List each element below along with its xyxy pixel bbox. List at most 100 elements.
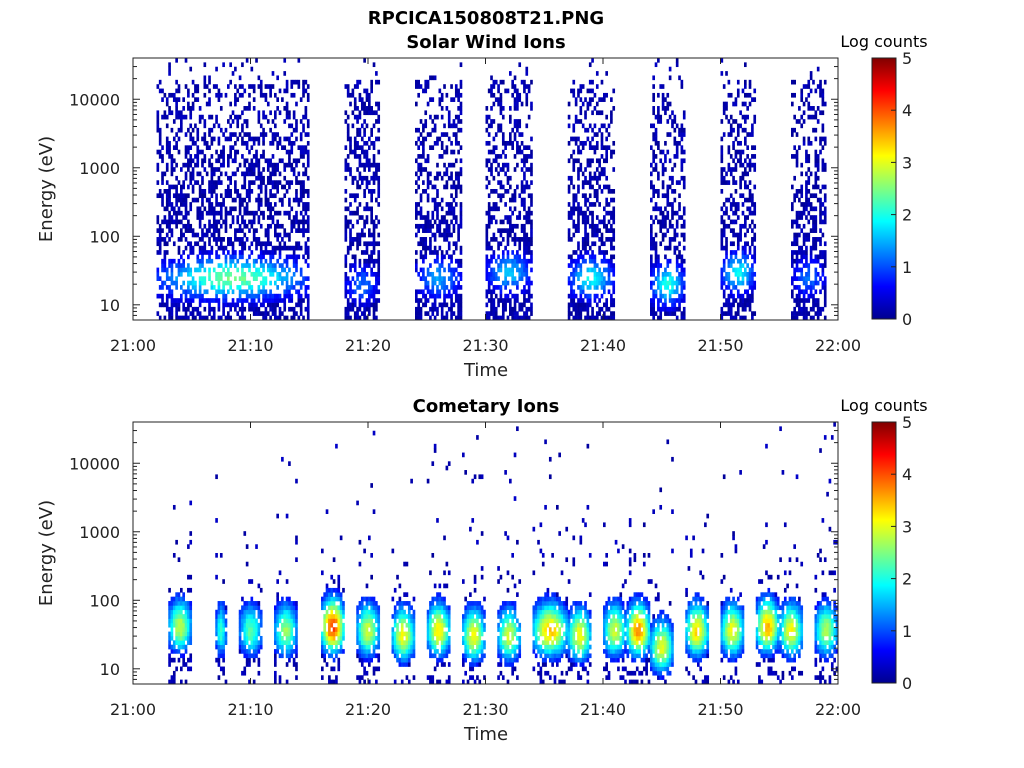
spectrogram-cell — [238, 254, 242, 260]
spectrogram-cell — [429, 293, 432, 299]
spectrogram-cell — [791, 258, 794, 264]
spectrogram-cell — [257, 158, 261, 164]
spectrogram-cell — [661, 101, 665, 107]
spectrogram-cell — [741, 210, 745, 216]
spectrogram-cell — [490, 206, 493, 212]
spectrogram-cell — [170, 110, 174, 116]
spectrogram-cell — [494, 311, 498, 316]
spectrogram-cell — [497, 276, 500, 281]
spectrogram-cell — [720, 175, 724, 181]
spectrogram-cell — [245, 289, 249, 295]
spectrogram-cell — [807, 271, 811, 277]
spectrogram-cell — [370, 285, 373, 290]
spectrogram-cell — [732, 210, 735, 216]
spectrogram-cell — [443, 84, 446, 89]
spectrogram-cell — [595, 228, 599, 233]
spectrogram-cell — [459, 167, 463, 172]
spectrogram-cell — [238, 223, 242, 229]
spectrogram-cell — [187, 88, 190, 94]
spectrogram-cell — [189, 228, 193, 233]
spectrogram-cell — [172, 649, 176, 654]
spectrogram-cell — [588, 298, 592, 303]
spectrogram-cell — [654, 206, 658, 212]
spectrogram-cell — [306, 237, 310, 242]
spectrogram-cell — [732, 293, 735, 299]
spectrogram-cell — [605, 306, 608, 312]
spectrogram-cell — [518, 258, 522, 264]
spectrogram-cell — [527, 184, 531, 190]
spectrogram-cell — [346, 154, 350, 159]
spectrogram-cell — [266, 197, 270, 203]
spectrogram-cell — [306, 84, 310, 89]
spectrogram-cell — [600, 237, 604, 242]
spectrogram-cell — [295, 197, 298, 203]
spectrogram-cell — [274, 202, 277, 207]
spectrogram-cell — [680, 132, 684, 137]
spectrogram-cell — [297, 241, 301, 247]
spectrogram-cell — [424, 223, 428, 229]
spectrogram-cell — [168, 622, 171, 628]
spectrogram-cell — [248, 679, 251, 685]
spectrogram-cell — [255, 136, 258, 142]
spectrogram-cell — [668, 311, 672, 316]
spectrogram-cell — [748, 250, 752, 255]
spectrogram-cell — [217, 631, 221, 637]
spectrogram-cell — [487, 114, 491, 120]
spectrogram-cell — [215, 119, 218, 124]
spectrogram-cell — [746, 228, 749, 233]
spectrogram-cell — [650, 145, 653, 150]
spectrogram-cell — [729, 123, 733, 129]
spectrogram-cell — [215, 622, 218, 628]
spectrogram-cell — [212, 223, 216, 229]
spectrogram-cell — [734, 285, 738, 290]
spectrogram-cell — [302, 219, 305, 225]
spectrogram-cell — [358, 306, 362, 312]
spectrogram-cell — [798, 210, 801, 216]
spectrogram-cell — [485, 289, 489, 295]
spectrogram-cell — [283, 267, 287, 273]
spectrogram-cell — [248, 280, 251, 286]
spectrogram-cell — [415, 250, 418, 255]
spectrogram-cell — [567, 114, 571, 120]
spectrogram-cell — [652, 84, 655, 89]
spectrogram-cell — [250, 241, 254, 247]
spectrogram-cell — [673, 280, 677, 286]
spectrogram-cell — [518, 62, 522, 68]
spectrogram-cell — [259, 132, 263, 137]
spectrogram-cell — [454, 92, 458, 98]
spectrogram-cell — [288, 140, 291, 146]
spectrogram-cell — [172, 92, 176, 98]
spectrogram-cell — [433, 298, 437, 303]
spectrogram-cell — [443, 132, 446, 137]
spectrogram-cell — [422, 267, 425, 273]
spectrogram-cell — [252, 293, 256, 299]
spectrogram-cell — [306, 202, 310, 207]
spectrogram-cell — [798, 119, 801, 124]
spectrogram-cells — [156, 58, 827, 321]
spectrogram-cell — [438, 101, 442, 107]
spectrogram-cell — [504, 189, 507, 194]
spectrogram-cell — [527, 154, 531, 159]
spectrogram-cell — [248, 193, 251, 199]
spectrogram-cell — [304, 79, 308, 85]
spectrogram-cell — [802, 232, 806, 238]
spectrogram-cell — [657, 267, 660, 273]
spectrogram-cell — [727, 79, 731, 85]
spectrogram-cell — [574, 228, 578, 233]
spectrogram-cell — [224, 315, 228, 321]
spectrogram-cell — [215, 84, 218, 89]
spectrogram-cell — [429, 271, 432, 277]
spectrogram-cell — [241, 302, 244, 308]
spectrogram-cell — [798, 189, 801, 194]
spectrogram-cell — [581, 215, 585, 220]
spectrogram-cell — [805, 197, 808, 203]
spectrogram-cell — [415, 79, 418, 85]
spectrogram-cell — [217, 627, 221, 632]
spectrogram-cell — [523, 158, 526, 164]
spectrogram-cell — [217, 245, 221, 251]
spectrogram-cell — [523, 254, 526, 260]
spectrogram-cell — [499, 110, 503, 116]
spectrogram-cell — [219, 237, 223, 242]
spectrogram-cell — [299, 149, 303, 155]
spectrogram-cell — [269, 215, 272, 220]
